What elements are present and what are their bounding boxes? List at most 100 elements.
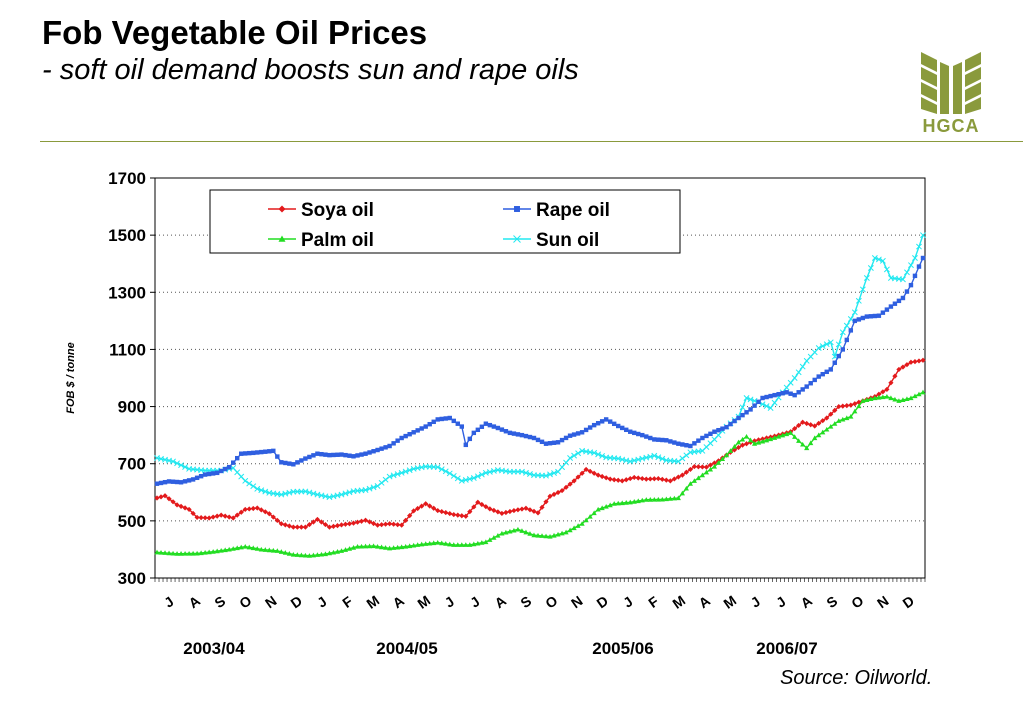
data-point-sun xyxy=(655,454,662,461)
data-point-palm xyxy=(350,545,357,550)
data-point-palm xyxy=(407,543,413,549)
data-point-soya xyxy=(174,502,180,508)
data-point-rape xyxy=(162,479,168,485)
data-point-rape xyxy=(884,307,890,312)
data-point-palm xyxy=(607,502,613,508)
data-point-soya xyxy=(539,504,545,510)
data-point-sun xyxy=(591,449,598,456)
data-point-rape xyxy=(307,454,312,460)
data-point-rape xyxy=(443,416,448,421)
data-point-soya xyxy=(382,521,389,527)
data-point-palm xyxy=(511,527,517,533)
data-point-rape xyxy=(267,449,272,454)
data-point-rape xyxy=(399,435,404,441)
data-point-palm xyxy=(707,466,714,472)
data-point-palm xyxy=(190,550,196,556)
data-point-sun xyxy=(258,487,265,494)
data-point-soya xyxy=(387,521,393,527)
data-point-palm xyxy=(475,540,481,546)
data-point-soya xyxy=(651,476,657,482)
data-point-palm xyxy=(800,441,806,447)
x-tick-label: M xyxy=(414,592,433,612)
x-tick-label: J xyxy=(314,593,330,611)
data-point-soya xyxy=(459,513,465,519)
data-point-palm xyxy=(896,398,902,403)
data-point-palm xyxy=(250,545,256,551)
data-point-soya xyxy=(836,403,842,410)
data-point-palm xyxy=(186,550,192,556)
data-point-soya xyxy=(731,447,738,453)
data-point-palm xyxy=(679,490,685,496)
data-point-rape xyxy=(423,424,428,429)
data-point-palm xyxy=(743,433,750,439)
data-point-sun xyxy=(875,256,882,263)
data-point-palm xyxy=(214,548,220,554)
data-point-soya xyxy=(828,411,834,417)
data-point-soya xyxy=(302,524,308,530)
data-point-rape xyxy=(840,347,845,352)
data-point-palm xyxy=(374,543,381,549)
data-point-rape xyxy=(275,454,280,459)
data-point-palm xyxy=(687,481,693,486)
data-point-soya xyxy=(800,419,806,425)
data-point-palm xyxy=(539,533,545,538)
data-point-palm xyxy=(527,531,533,536)
data-point-rape xyxy=(816,374,821,379)
data-point-rape xyxy=(716,427,721,433)
data-point-rape xyxy=(567,433,573,438)
data-point-sun xyxy=(442,468,449,475)
data-point-sun xyxy=(763,403,770,410)
x-tick-label: M xyxy=(363,592,382,612)
data-point-palm xyxy=(178,551,184,556)
data-point-sun xyxy=(571,452,578,459)
data-point-soya xyxy=(238,509,244,515)
data-point-rape xyxy=(880,310,886,315)
data-point-palm xyxy=(258,546,264,552)
data-point-soya xyxy=(647,476,653,482)
data-point-rape xyxy=(279,460,284,465)
data-point-palm xyxy=(647,497,653,502)
x-tick-label: M xyxy=(720,592,739,612)
data-point-rape xyxy=(235,455,240,461)
data-point-rape xyxy=(804,384,809,389)
data-point-rape xyxy=(908,282,914,288)
data-point-rape xyxy=(511,431,517,436)
data-point-soya xyxy=(298,524,304,530)
data-point-soya xyxy=(916,358,922,364)
data-point-soya xyxy=(250,505,256,512)
data-point-soya xyxy=(487,506,493,512)
data-point-sun xyxy=(675,458,682,465)
data-point-soya xyxy=(912,359,918,365)
data-point-palm xyxy=(856,403,862,409)
data-point-palm xyxy=(290,551,296,557)
x-tick-label: S xyxy=(211,593,228,611)
data-point-palm xyxy=(776,433,782,439)
data-point-soya xyxy=(447,510,453,517)
data-point-rape xyxy=(904,289,910,294)
data-point-rape xyxy=(271,448,276,454)
data-point-palm xyxy=(435,539,441,545)
data-point-palm xyxy=(543,533,549,539)
data-point-soya xyxy=(900,364,906,370)
data-point-sun xyxy=(783,384,790,391)
data-point-palm xyxy=(451,542,457,547)
data-point-rape xyxy=(660,437,665,443)
data-point-rape xyxy=(555,440,561,445)
data-point-soya xyxy=(683,469,689,475)
data-point-sun xyxy=(651,452,658,459)
data-point-rape xyxy=(696,438,701,443)
data-point-rape xyxy=(170,479,176,484)
data-point-soya xyxy=(699,464,706,470)
data-point-soya xyxy=(892,373,898,379)
data-point-soya xyxy=(415,505,421,512)
x-tick-label: S xyxy=(517,593,534,611)
data-point-rape xyxy=(363,451,368,456)
data-point-palm xyxy=(595,506,601,512)
data-point-sun xyxy=(859,286,866,293)
data-point-palm xyxy=(439,540,445,546)
data-point-rape xyxy=(483,421,489,426)
data-point-palm xyxy=(880,394,886,400)
legend-marker-palm xyxy=(278,235,286,242)
data-point-soya xyxy=(475,499,481,505)
data-point-rape xyxy=(611,421,617,427)
